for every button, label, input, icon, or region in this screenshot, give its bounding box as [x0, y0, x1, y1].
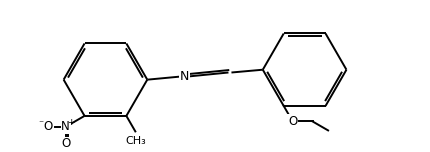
Text: ⁻: ⁻ [38, 119, 43, 129]
Text: O: O [288, 115, 297, 128]
Text: O: O [61, 137, 70, 150]
Text: O: O [43, 120, 52, 133]
Text: N: N [180, 70, 189, 83]
Text: CH₃: CH₃ [125, 136, 146, 146]
Text: +: + [67, 118, 74, 127]
Text: N: N [61, 120, 70, 133]
